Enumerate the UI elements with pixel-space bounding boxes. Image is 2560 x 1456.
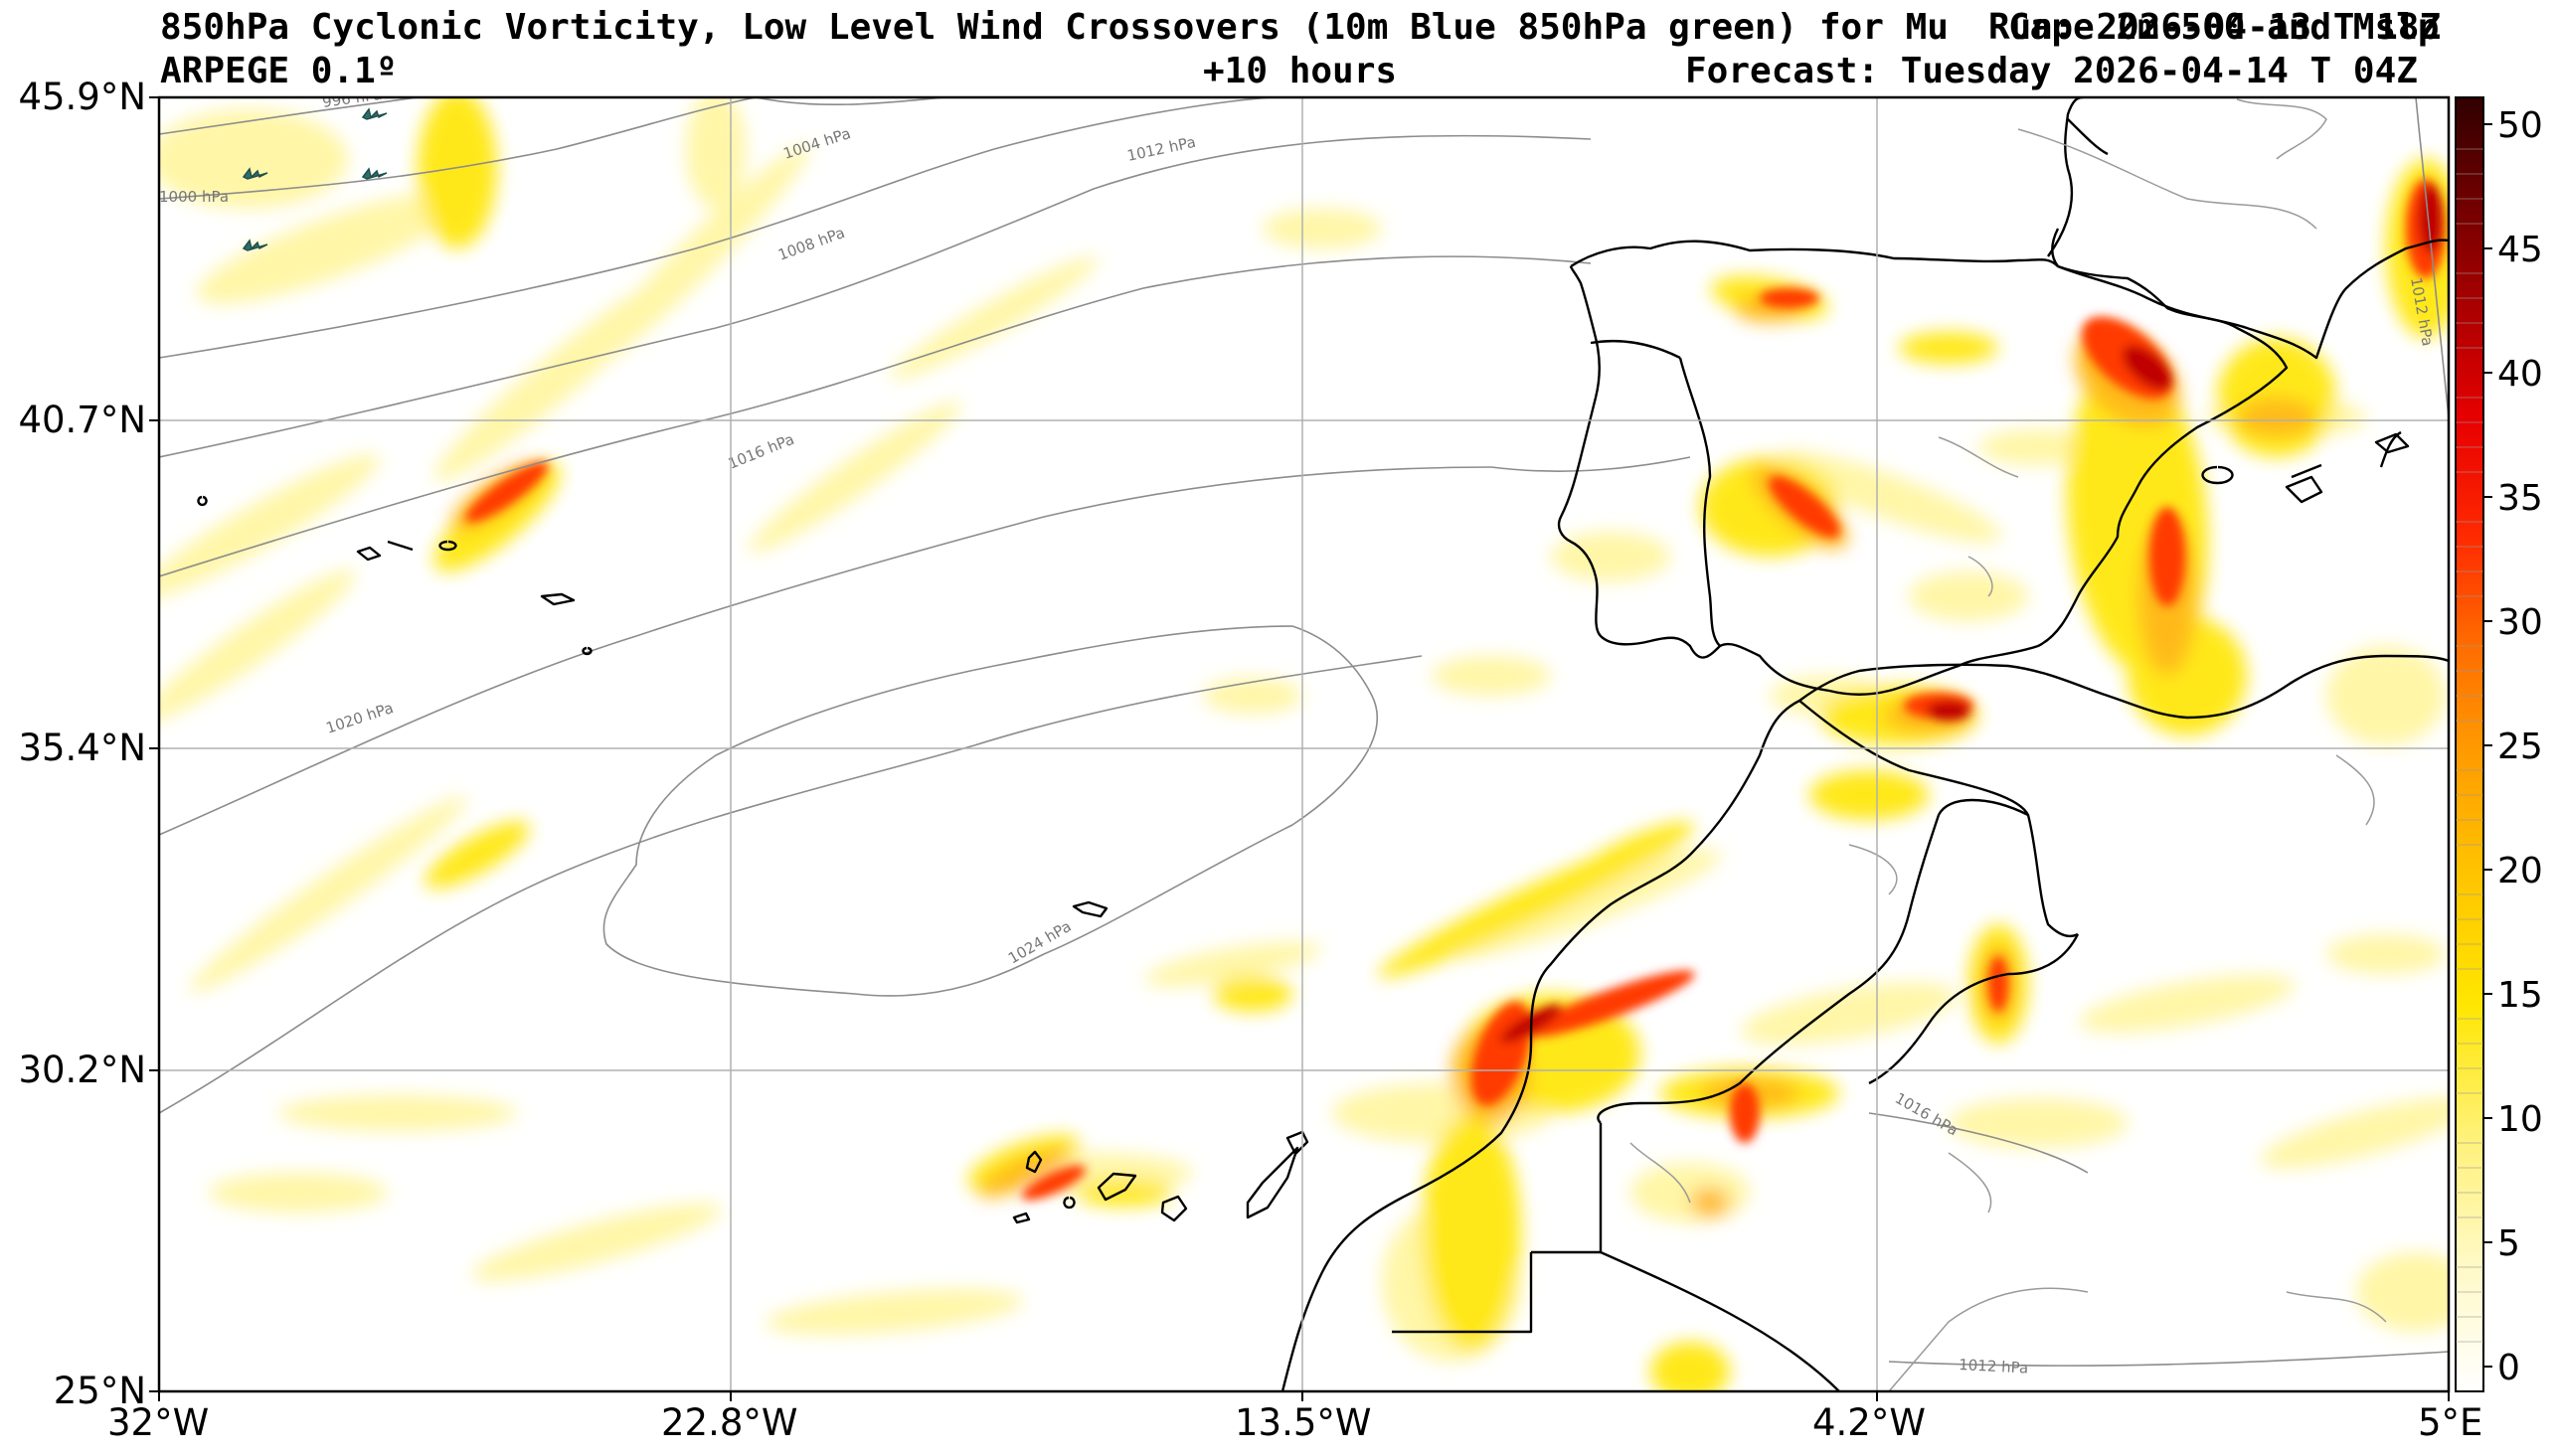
lead-time: +10 hours bbox=[1203, 51, 1398, 91]
lon-label: 22.8°W bbox=[661, 1401, 798, 1444]
title-line-1: 850hPa Cyclonic Vorticity, Low Level Win… bbox=[160, 7, 1949, 48]
pyrenees bbox=[2051, 228, 2060, 267]
axis-ticks bbox=[149, 96, 2450, 1401]
colorbar-tick: 25 bbox=[2497, 727, 2543, 767]
colorbar-tick: 0 bbox=[2497, 1348, 2520, 1388]
colorbar: 0 5 10 15 20 25 30 35 40 45 50 bbox=[2455, 96, 2543, 1392]
lon-label: 5°E bbox=[2418, 1401, 2483, 1444]
inland-lines bbox=[1629, 98, 2387, 1391]
lat-label: 35.4°N bbox=[18, 727, 146, 769]
western-sahara-border bbox=[1392, 1252, 1533, 1334]
portugal-border bbox=[1590, 339, 1721, 647]
gridlines bbox=[159, 97, 2449, 1391]
colorbar-tick: 10 bbox=[2497, 1099, 2543, 1140]
wind-barb-icon bbox=[361, 107, 388, 120]
model-name: ARPEGE 0.1º bbox=[160, 51, 398, 91]
colorbar-tick: 20 bbox=[2497, 851, 2543, 891]
isobar-label: 1012 hPa bbox=[1959, 1356, 2029, 1377]
wind-barb-icon bbox=[242, 167, 268, 180]
lat-label: 40.7°N bbox=[18, 399, 146, 441]
colorbar-tick: 30 bbox=[2497, 602, 2543, 643]
lat-label: 30.2°N bbox=[18, 1049, 146, 1091]
wind-crossovers bbox=[242, 107, 388, 251]
plot-area bbox=[159, 97, 2449, 1391]
mauritania-border bbox=[1600, 1250, 1840, 1391]
lat-label: 25°N bbox=[53, 1370, 146, 1412]
colorbar-fill bbox=[2455, 96, 2484, 1392]
colorbar-tick: 15 bbox=[2497, 975, 2543, 1016]
canary-islands bbox=[1012, 1130, 1309, 1224]
vorticity-cores bbox=[465, 179, 2446, 1201]
colorbar-tick: 45 bbox=[2497, 230, 2543, 270]
colorbar-tick: 35 bbox=[2497, 478, 2543, 519]
iberia-coast bbox=[1557, 240, 2289, 696]
plot-frame bbox=[157, 95, 2451, 1393]
wind-barb-icon bbox=[242, 239, 268, 251]
wind-barb-icon bbox=[361, 167, 388, 180]
isobars bbox=[159, 97, 2449, 1367]
france-med bbox=[2057, 239, 2449, 360]
forecast-time: Forecast: Tuesday 2026-04-14 T 04Z bbox=[1685, 51, 2418, 91]
run-time: Run: 2026-04-13 T 18Z bbox=[1988, 7, 2442, 48]
algeria-border bbox=[1868, 933, 2080, 1085]
lon-label: 4.2°W bbox=[1812, 1401, 1926, 1444]
coastlines bbox=[197, 97, 2449, 1391]
isobar-label: 1000 hPa bbox=[159, 188, 229, 206]
sardinia bbox=[2379, 430, 2402, 468]
lat-label: 45.9°N bbox=[18, 76, 146, 118]
colorbar-tick: 50 bbox=[2497, 105, 2543, 146]
lon-label: 32°W bbox=[107, 1401, 210, 1444]
colorbar-tick: 5 bbox=[2497, 1223, 2520, 1264]
france-coast bbox=[2047, 97, 2109, 257]
madeira-islands bbox=[1072, 900, 1109, 918]
title-overlap: Cape 2m-500 and Mslp bbox=[2008, 7, 2440, 48]
azores-islands bbox=[197, 495, 593, 656]
colorbar-tick: 40 bbox=[2497, 354, 2543, 395]
balearic-islands bbox=[2201, 432, 2410, 504]
africa-north-coast bbox=[1798, 654, 2449, 720]
morocco-atlantic-coast bbox=[1280, 699, 1800, 1391]
lon-label: 13.5°W bbox=[1235, 1401, 1372, 1444]
